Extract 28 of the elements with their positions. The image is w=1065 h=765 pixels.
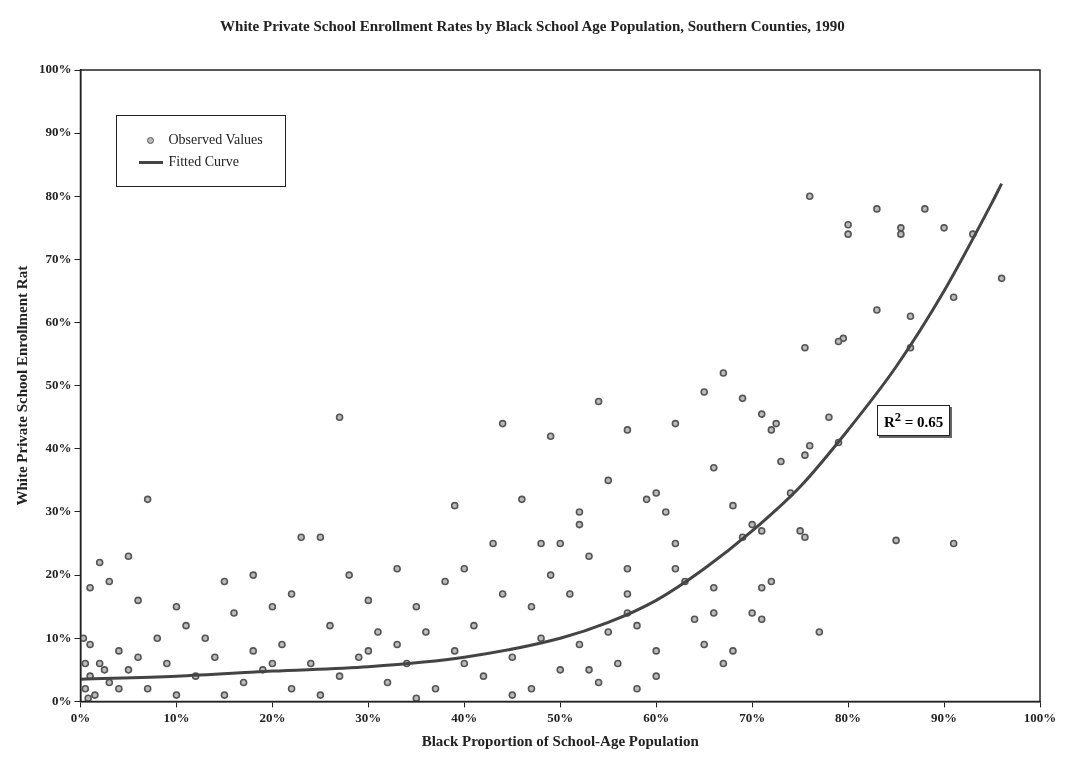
x-axis-title: Black Proportion of School-Age Population	[421, 732, 700, 749]
y-tick-label: 0%	[52, 692, 72, 708]
x-tick-label: 100%	[1023, 709, 1057, 725]
x-tick-label: 90%	[931, 709, 958, 725]
y-axis-title: White Private School Enrollment Rat	[13, 265, 30, 506]
chart-title: White Private School Enrollment Rates by Black School Age Population, Southern Counties, 1990	[219, 18, 846, 35]
y-tick-label: 100%	[39, 61, 72, 77]
x-tick-label: 60%	[643, 709, 670, 725]
y-tick-label: 60%	[45, 313, 72, 329]
legend-label: Observed Values	[168, 132, 263, 148]
y-tick-label: 70%	[45, 250, 72, 266]
y-tick-label: 30%	[45, 503, 72, 519]
x-tick-label: 10%	[163, 709, 190, 725]
legend-label: Fitted Curve	[168, 154, 239, 170]
x-tick-label: 80%	[835, 709, 862, 725]
y-tick-label: 40%	[45, 440, 72, 456]
y-tick-label: 90%	[45, 124, 72, 140]
y-tick-label: 10%	[45, 629, 72, 645]
annotation: R$^{2}$ = 0.65	[876, 404, 951, 436]
x-tick-label: 20%	[259, 709, 286, 725]
x-tick-label: 70%	[739, 709, 766, 725]
x-tick-label: 50%	[547, 709, 574, 725]
x-tick-label: 30%	[355, 709, 382, 725]
y-tick-label: 50%	[45, 377, 72, 393]
y-tick-label: 80%	[45, 187, 72, 203]
y-tick-label: 20%	[45, 566, 72, 582]
x-tick-label: 0%	[70, 709, 91, 725]
x-tick-label: 40%	[451, 709, 478, 725]
